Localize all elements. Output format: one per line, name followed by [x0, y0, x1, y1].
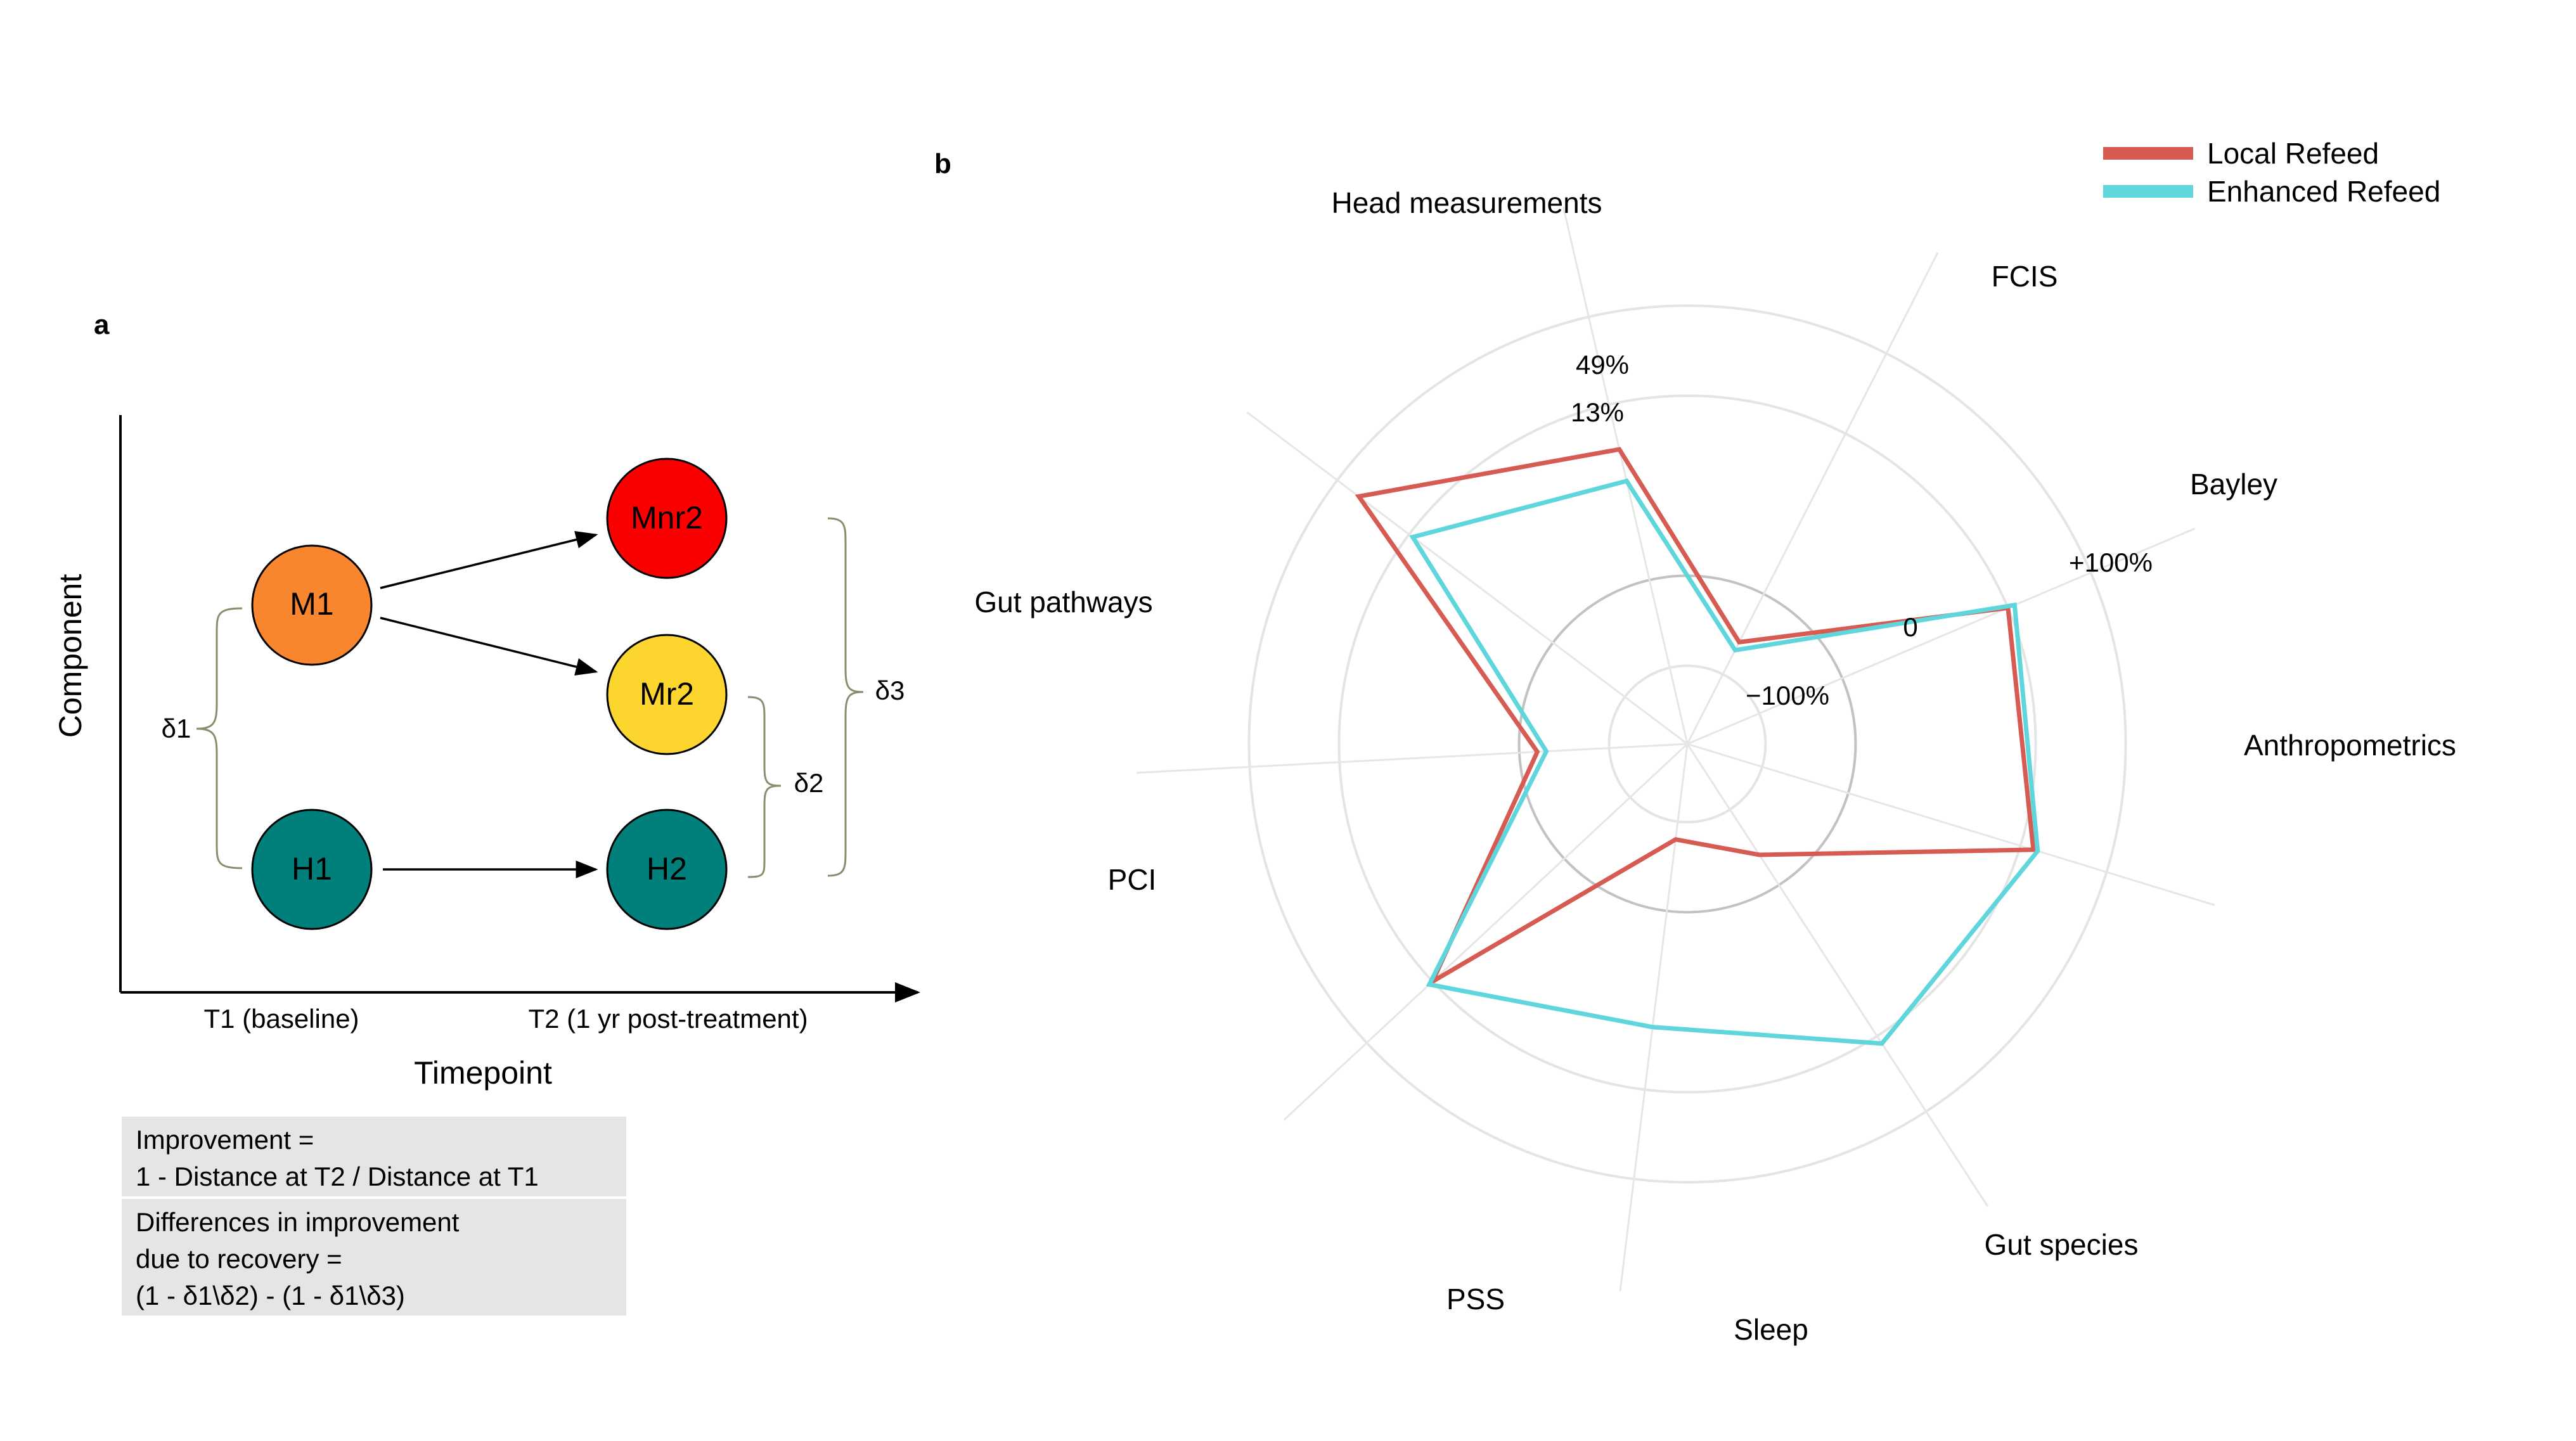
- axis-label-gut-pathways: Gut pathways: [974, 586, 1152, 618]
- formula-box-improvement: Improvement = 1 - Distance at T2 / Dista…: [122, 1117, 626, 1196]
- x-axis-label: Timepoint: [414, 1055, 552, 1091]
- arrow-m1-mnr2: [380, 530, 598, 589]
- node-m1-label: M1: [290, 586, 333, 622]
- formula-line: Improvement =: [136, 1125, 314, 1155]
- legend-label-enhanced-refeed: Enhanced Refeed: [2207, 175, 2441, 208]
- timepoint-label-t1: T1 (baseline): [203, 1004, 359, 1034]
- ring-label-zero: 0: [1903, 612, 1917, 642]
- grid-spoke: [1562, 206, 1689, 745]
- radar-grid: [1137, 206, 2215, 1291]
- grid-ring: [1337, 394, 2037, 1094]
- legend-label-local-refeed: Local Refeed: [2207, 137, 2380, 170]
- node-h1-label: H1: [292, 851, 332, 887]
- legend-swatch-local-refeed: [2103, 147, 2193, 160]
- panel-a-diagram: Component Timepoint T1 (baseline) T2 (1 …: [53, 415, 920, 1091]
- grid-spoke: [1246, 411, 1688, 745]
- axis-label-bayley: Bayley: [2190, 468, 2277, 501]
- ring-label-49: 49%: [1576, 350, 1629, 380]
- ring-label-minus100: −100%: [1746, 681, 1829, 710]
- radar-ring-labels: 49% 13% +100% 0 −100%: [1571, 350, 2153, 710]
- grid-spoke: [1137, 743, 1688, 774]
- grid-spoke: [1687, 527, 2196, 745]
- ring-label-plus100: +100%: [2069, 548, 2153, 577]
- legend-item-enhanced-refeed: Enhanced Refeed: [2103, 172, 2440, 210]
- grid-spoke: [1619, 743, 1689, 1291]
- grid-spoke: [1686, 252, 1939, 745]
- formula-line: (1 - δ1\δ2) - (1 - δ1\δ3): [136, 1281, 405, 1310]
- grid-spoke: [1686, 743, 1989, 1207]
- node-mr2-label: Mr2: [640, 676, 694, 712]
- bracket-delta2: [747, 696, 782, 878]
- grid-ring: [1247, 304, 2127, 1184]
- node-h1: H1: [251, 809, 373, 930]
- axis-label-head-measurements: Head measurements: [1332, 186, 1602, 219]
- grid-spoke: [1687, 743, 2215, 906]
- legend-swatch-enhanced-refeed: [2103, 185, 2193, 198]
- node-h2: H2: [606, 809, 728, 930]
- bracket-delta3: [827, 517, 864, 877]
- arrow-m1-mr2: [380, 617, 598, 676]
- formula-line: due to recovery =: [136, 1244, 342, 1274]
- node-mnr2: Mnr2: [606, 458, 728, 579]
- formula-line: Differences in improvement: [136, 1207, 460, 1237]
- radar-axis-labels: Head measurements FCIS Bayley Anthropometri…: [974, 186, 2456, 1346]
- node-h2-label: H2: [647, 851, 687, 887]
- axis-label-gut-species: Gut species: [1985, 1228, 2139, 1261]
- axis-label-pci: PCI: [1108, 863, 1157, 896]
- grid-spoke: [1283, 743, 1689, 1121]
- bracket-delta3-label: δ3: [875, 676, 905, 705]
- ring-label-13: 13%: [1571, 397, 1624, 427]
- formula-box-recovery-difference: Differences in improvement due to recove…: [122, 1199, 626, 1316]
- node-m1: M1: [251, 544, 373, 666]
- chart-legend: Local Refeed Enhanced Refeed: [2103, 134, 2440, 210]
- node-mr2: Mr2: [606, 634, 728, 755]
- axis-label-pss: PSS: [1446, 1283, 1505, 1316]
- grid-ring: [1607, 664, 1767, 824]
- legend-item-local-refeed: Local Refeed: [2103, 134, 2440, 172]
- node-mnr2-label: Mnr2: [631, 500, 703, 535]
- bracket-delta2-label: δ2: [794, 768, 824, 798]
- bracket-delta1: [196, 607, 243, 869]
- series-line-local-refeed: [1355, 447, 2036, 987]
- series-line-enhanced-refeed: [1409, 478, 2040, 1046]
- panel-b-letter: b: [934, 148, 951, 179]
- bracket-delta1-label: δ1: [162, 714, 191, 743]
- timepoint-label-t2: T2 (1 yr post-treatment): [528, 1004, 808, 1034]
- axis-label-anthropometrics: Anthropometrics: [2244, 729, 2456, 762]
- radar-series-group: [1355, 447, 2040, 1046]
- formula-line: 1 - Distance at T2 / Distance at T1: [136, 1162, 539, 1191]
- axis-label-sleep: Sleep: [1734, 1313, 1808, 1346]
- y-axis-label: Component: [53, 574, 88, 738]
- axis-label-fcis: FCIS: [1992, 260, 2058, 293]
- panel-a-letter: a: [94, 309, 110, 340]
